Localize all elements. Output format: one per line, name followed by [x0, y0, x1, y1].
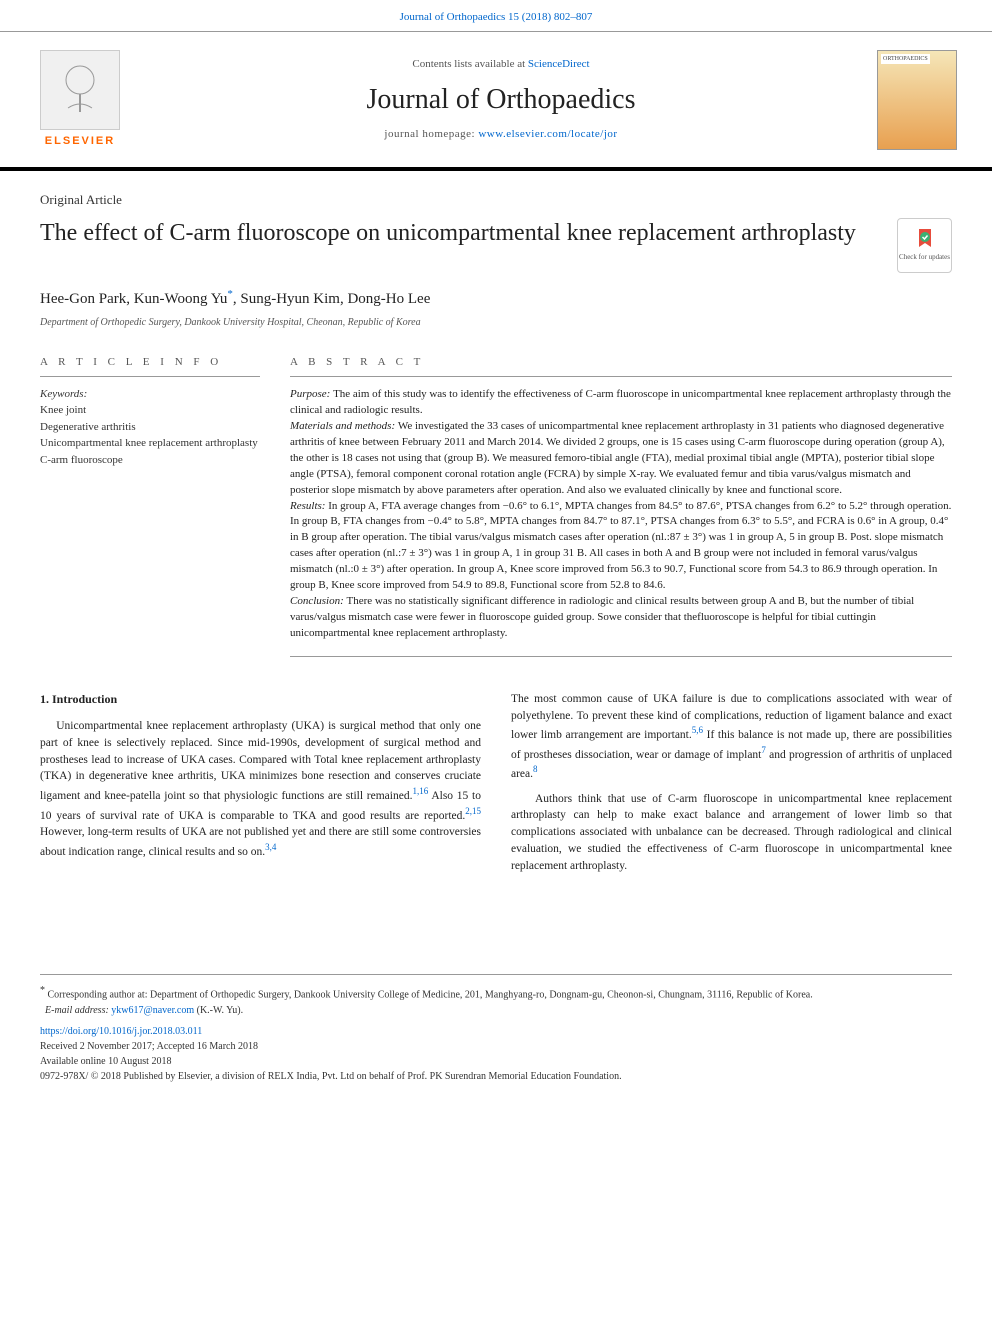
journal-name: Journal of Orthopaedics [130, 80, 872, 119]
email-line: E-mail address: ykw617@naver.com (K.-W. … [40, 1003, 952, 1018]
corresponding-author: * Corresponding author at: Department of… [40, 983, 952, 1002]
results-label: Results: [290, 500, 328, 512]
keyword-item: Unicompartmental knee replacement arthro… [40, 435, 260, 452]
abstract: A B S T R A C T Purpose: The aim of this… [290, 355, 952, 657]
ref-link[interactable]: 1,16 [412, 786, 428, 796]
homepage-prefix: journal homepage: [384, 128, 478, 140]
purpose-text: The aim of this study was to identify th… [290, 388, 951, 416]
top-citation[interactable]: Journal of Orthopaedics 15 (2018) 802–80… [0, 0, 992, 31]
info-abstract-row: A R T I C L E I N F O Keywords: Knee joi… [40, 354, 952, 657]
abstract-rule [290, 656, 952, 657]
keywords-list: Knee joint Degenerative arthritis Unicom… [40, 402, 260, 468]
sciencedirect-link[interactable]: ScienceDirect [528, 58, 590, 70]
main-content: Original Article The effect of C-arm flu… [0, 171, 992, 1103]
received-line: Received 2 November 2017; Accepted 16 Ma… [40, 1039, 952, 1054]
authors-after-corr: , Sung-Hyun Kim, Dong-Ho Lee [233, 291, 430, 307]
intro-paragraph: Unicompartmental knee replacement arthro… [40, 718, 481, 860]
col2-paragraph-1: The most common cause of UKA failure is … [511, 691, 952, 783]
corr-text: Corresponding author at: Department of O… [45, 990, 813, 1001]
contents-available-line: Contents lists available at ScienceDirec… [130, 57, 872, 72]
updates-badge-text: Check for updates [899, 253, 950, 263]
intro-text-c: However, long-term results of UKA are no… [40, 826, 481, 858]
abstract-body: Purpose: The aim of this study was to id… [290, 387, 952, 642]
article-title: The effect of C-arm fluoroscope on unico… [40, 218, 877, 249]
contents-prefix: Contents lists available at [412, 58, 527, 70]
elsevier-logo[interactable]: ELSEVIER [30, 32, 130, 167]
available-line: Available online 10 August 2018 [40, 1054, 952, 1069]
col2-p2-text: Authors think that use of C-arm fluorosc… [511, 793, 952, 872]
keyword-item: C-arm fluoroscope [40, 452, 260, 469]
copyright-line: 0972-978X/ © 2018 Published by Elsevier,… [40, 1069, 952, 1084]
col2-paragraph-2: Authors think that use of C-arm fluorosc… [511, 791, 952, 874]
journal-header: ELSEVIER Contents lists available at Sci… [0, 31, 992, 171]
title-row: The effect of C-arm fluoroscope on unico… [40, 218, 952, 273]
ref-link[interactable]: 5,6 [692, 725, 703, 735]
check-updates-badge[interactable]: Check for updates [897, 218, 952, 273]
elsevier-tree-icon [40, 50, 120, 130]
ref-link[interactable]: 3,4 [265, 842, 276, 852]
introduction-heading: 1. Introduction [40, 691, 481, 708]
cover-image: ORTHOPAEDICS [877, 50, 957, 150]
email-suffix: (K.-W. Yu). [194, 1005, 243, 1016]
results-text: In group A, FTA average changes from −0.… [290, 500, 951, 592]
bookmark-check-icon [913, 227, 937, 251]
keyword-item: Knee joint [40, 402, 260, 419]
conclusion-text: There was no statistically significant d… [290, 595, 914, 639]
methods-label: Materials and methods: [290, 420, 398, 432]
email-link[interactable]: ykw617@naver.com [111, 1005, 194, 1016]
article-type: Original Article [40, 191, 952, 209]
conclusion-label: Conclusion: [290, 595, 347, 607]
ref-link[interactable]: 8 [533, 764, 538, 774]
authors-before-corr: Hee-Gon Park, Kun-Woong Yu [40, 291, 227, 307]
article-info: A R T I C L E I N F O Keywords: Knee joi… [40, 355, 260, 657]
column-right: The most common cause of UKA failure is … [511, 691, 952, 874]
article-info-heading: A R T I C L E I N F O [40, 355, 260, 377]
header-center: Contents lists available at ScienceDirec… [130, 32, 872, 167]
authors: Hee-Gon Park, Kun-Woong Yu*, Sung-Hyun K… [40, 287, 952, 310]
cover-label: ORTHOPAEDICS [881, 54, 930, 64]
journal-cover[interactable]: ORTHOPAEDICS [872, 32, 962, 167]
footer: * Corresponding author at: Department of… [40, 974, 952, 1083]
journal-homepage-line: journal homepage: www.elsevier.com/locat… [130, 127, 872, 142]
keyword-item: Degenerative arthritis [40, 419, 260, 436]
purpose-label: Purpose: [290, 388, 333, 400]
ref-link[interactable]: 2,15 [465, 806, 481, 816]
email-label: E-mail address: [45, 1005, 111, 1016]
body-columns: 1. Introduction Unicompartmental knee re… [40, 691, 952, 874]
abstract-heading: A B S T R A C T [290, 355, 952, 377]
elsevier-wordmark: ELSEVIER [45, 134, 115, 149]
homepage-link[interactable]: www.elsevier.com/locate/jor [478, 128, 617, 140]
affiliation: Department of Orthopedic Surgery, Dankoo… [40, 316, 952, 330]
doi-link[interactable]: https://doi.org/10.1016/j.jor.2018.03.01… [40, 1024, 952, 1039]
keywords-label: Keywords: [40, 387, 260, 402]
column-left: 1. Introduction Unicompartmental knee re… [40, 691, 481, 874]
